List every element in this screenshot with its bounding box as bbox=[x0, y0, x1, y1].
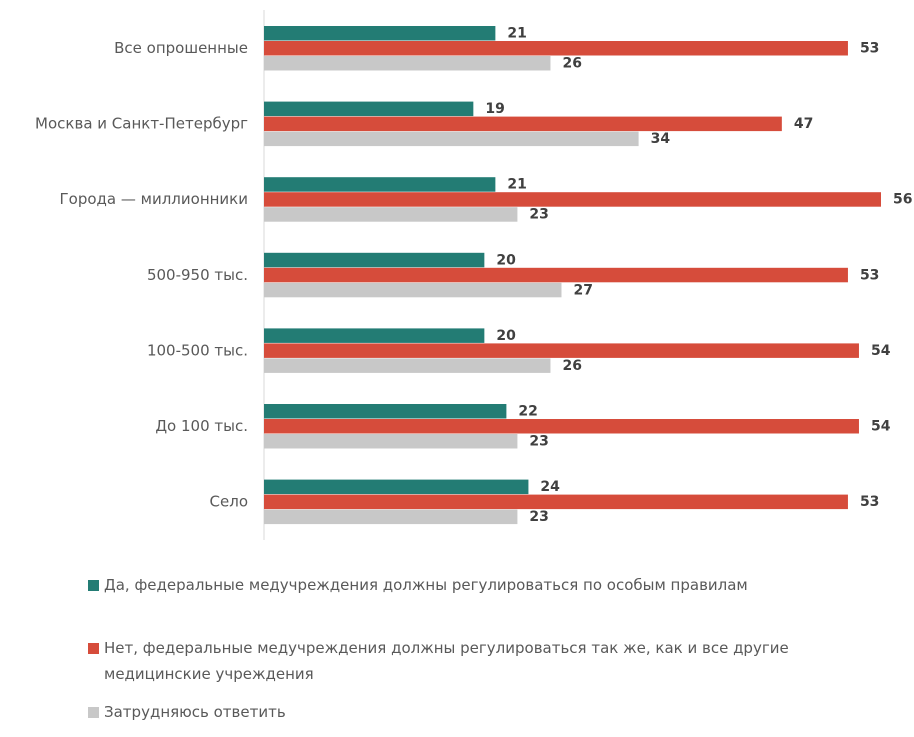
value-label: 54 bbox=[871, 343, 891, 359]
value-label: 26 bbox=[562, 358, 581, 374]
legend-label: Да, федеральные медучреждения должны рег… bbox=[104, 576, 748, 594]
value-label: 23 bbox=[529, 509, 548, 525]
category-label: Города — миллионники bbox=[60, 190, 248, 208]
value-label: 53 bbox=[860, 267, 879, 283]
category-label: 500-950 тыс. bbox=[147, 266, 248, 284]
category-label: Все опрошенные bbox=[114, 39, 248, 57]
value-label: 20 bbox=[496, 328, 516, 344]
legend-item: Затрудняюсь ответить bbox=[88, 699, 878, 725]
bar bbox=[264, 479, 529, 495]
bar bbox=[264, 282, 562, 298]
value-label: 19 bbox=[485, 101, 504, 117]
category-label: 100-500 тыс. bbox=[147, 341, 248, 359]
bar bbox=[264, 328, 485, 343]
bar bbox=[264, 177, 496, 192]
value-label: 26 bbox=[562, 56, 581, 72]
legend: Да, федеральные медучреждения должны рег… bbox=[88, 572, 878, 737]
bar bbox=[264, 404, 507, 419]
value-label: 53 bbox=[860, 494, 879, 510]
value-label: 21 bbox=[507, 26, 526, 42]
value-label: 23 bbox=[529, 434, 548, 450]
bar bbox=[264, 101, 474, 117]
page: Все опрошенные 21 53 26 Москва и Санкт-Петер… bbox=[35, 10, 913, 721]
bar bbox=[264, 131, 639, 147]
value-label: 22 bbox=[518, 404, 537, 420]
bar bbox=[264, 56, 551, 71]
value-label: 24 bbox=[540, 479, 560, 495]
bar bbox=[264, 267, 848, 283]
value-label: 27 bbox=[573, 282, 592, 298]
legend-swatch bbox=[88, 580, 99, 591]
bar bbox=[264, 358, 551, 373]
bar bbox=[264, 419, 859, 434]
bar bbox=[264, 434, 518, 449]
legend-item: Нет, федеральные медучреждения должны ре… bbox=[88, 635, 878, 687]
bar bbox=[264, 252, 485, 268]
bar bbox=[264, 509, 518, 525]
category-label: Москва и Санкт-Петербург bbox=[35, 115, 248, 133]
value-label: 34 bbox=[651, 131, 671, 147]
bar bbox=[264, 116, 782, 132]
value-label: 23 bbox=[529, 207, 548, 223]
bar bbox=[264, 192, 881, 207]
value-label: 20 bbox=[496, 252, 516, 268]
legend-label: Нет, федеральные медучреждения должны ре… bbox=[104, 639, 789, 683]
bar bbox=[264, 494, 848, 510]
chart: Все опрошенные 21 53 26 Москва и Санкт-Петер… bbox=[35, 10, 912, 540]
legend-item: Да, федеральные медучреждения должны рег… bbox=[88, 572, 878, 598]
value-label: 53 bbox=[860, 41, 879, 57]
value-label: 54 bbox=[871, 419, 891, 435]
bar bbox=[264, 41, 848, 56]
legend-swatch bbox=[88, 707, 99, 718]
bar bbox=[264, 343, 859, 358]
category-label: Село bbox=[210, 493, 248, 511]
value-label: 47 bbox=[794, 116, 813, 132]
category-label: До 100 тыс. bbox=[155, 417, 248, 435]
bar bbox=[264, 207, 518, 222]
legend-label: Затрудняюсь ответить bbox=[104, 703, 286, 721]
value-label: 21 bbox=[507, 177, 526, 193]
bar bbox=[264, 26, 496, 41]
value-label: 56 bbox=[893, 192, 912, 208]
legend-swatch bbox=[88, 643, 99, 654]
